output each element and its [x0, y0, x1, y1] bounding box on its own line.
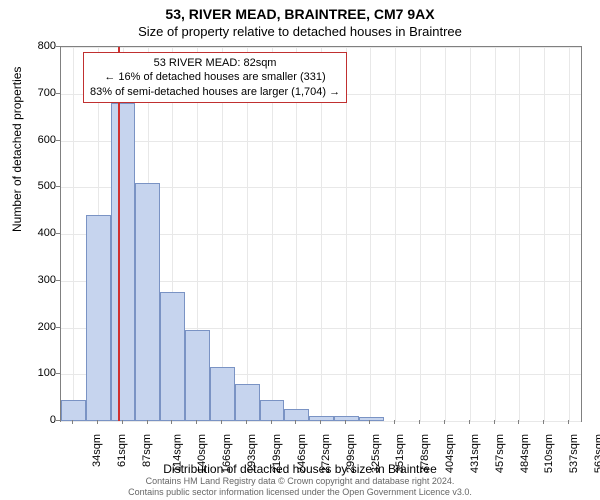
x-tick-label: 325sqm	[370, 434, 382, 473]
histogram-bar	[309, 416, 334, 421]
y-tick-label: 200	[38, 321, 56, 333]
x-tick-label: 61sqm	[117, 434, 129, 467]
x-tick-label: 34sqm	[91, 434, 103, 467]
x-tick-label: 510sqm	[543, 434, 555, 473]
histogram-bar	[334, 416, 359, 421]
x-tick-label: 272sqm	[320, 434, 332, 473]
x-tick-label: 351sqm	[394, 434, 406, 473]
histogram-bar	[135, 183, 160, 421]
x-tick-label: 563sqm	[593, 434, 600, 473]
x-tick-label: 140sqm	[197, 434, 209, 473]
y-tick-label: 500	[38, 180, 56, 192]
histogram-bar	[111, 103, 136, 421]
x-tick-label: 537sqm	[569, 434, 581, 473]
x-tick-label: 193sqm	[246, 434, 258, 473]
histogram-bar	[235, 384, 260, 421]
histogram-bar	[284, 409, 309, 421]
infobox-line: ← 16% of detached houses are smaller (33…	[90, 70, 340, 84]
histogram-bar	[359, 417, 384, 421]
y-tick-label: 700	[38, 87, 56, 99]
y-tick-label: 800	[38, 40, 56, 52]
y-axis-label: Number of detached properties	[10, 67, 24, 232]
footer-line-1: Contains HM Land Registry data © Crown c…	[0, 476, 600, 487]
chart-title-address: 53, RIVER MEAD, BRAINTREE, CM7 9AX	[0, 6, 600, 22]
histogram-bar	[210, 367, 235, 421]
y-tick-label: 0	[50, 414, 56, 426]
property-marker-line	[118, 47, 120, 421]
infobox-line: 53 RIVER MEAD: 82sqm	[90, 56, 340, 70]
chart-container: { "titles": { "line1": "53, RIVER MEAD, …	[0, 0, 600, 500]
x-tick-label: 484sqm	[519, 434, 531, 473]
y-tick-label: 400	[38, 227, 56, 239]
x-tick-label: 431sqm	[469, 434, 481, 473]
histogram-bar	[61, 400, 86, 421]
histogram-bar	[86, 215, 111, 421]
x-tick-label: 404sqm	[444, 434, 456, 473]
y-tick-label: 300	[38, 274, 56, 286]
infobox-line: 83% of semi-detached houses are larger (…	[90, 85, 340, 99]
y-tick-label: 600	[38, 134, 56, 146]
histogram-bar	[260, 400, 285, 421]
x-tick-label: 114sqm	[171, 434, 183, 472]
x-tick-label: 457sqm	[494, 434, 506, 473]
x-tick-label: 246sqm	[296, 434, 308, 473]
x-tick-label: 166sqm	[221, 434, 233, 473]
footer-line-2: Contains public sector information licen…	[0, 487, 600, 498]
x-tick-label: 87sqm	[141, 434, 153, 467]
y-tick-label: 100	[38, 367, 56, 379]
footer-attribution: Contains HM Land Registry data © Crown c…	[0, 476, 600, 499]
histogram-bar	[185, 330, 210, 421]
x-tick-label: 219sqm	[271, 434, 283, 473]
chart-subtitle: Size of property relative to detached ho…	[0, 24, 600, 39]
property-infobox: 53 RIVER MEAD: 82sqm← 16% of detached ho…	[83, 52, 347, 103]
x-tick-label: 378sqm	[420, 434, 432, 473]
x-tick-label: 299sqm	[346, 434, 358, 473]
histogram-bar	[160, 292, 185, 421]
